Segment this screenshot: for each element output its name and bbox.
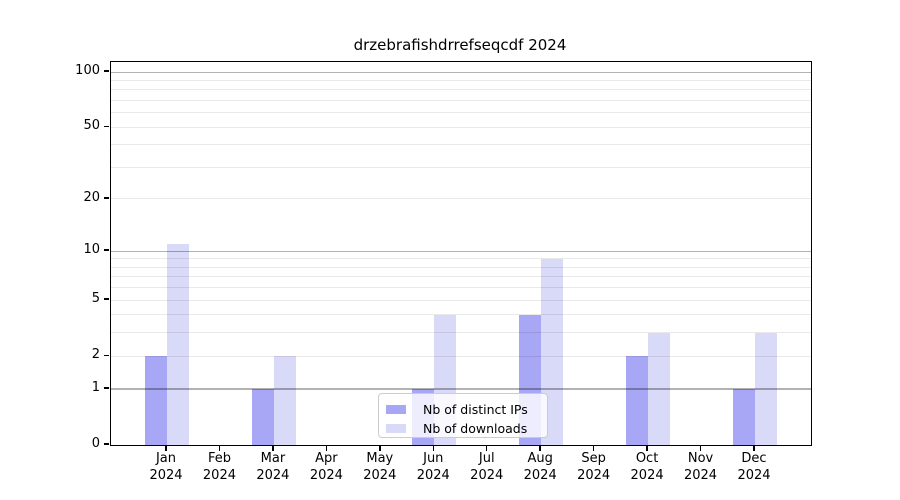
x-tick-label-oct: Oct 2024 xyxy=(630,451,664,483)
x-tick-label-dec: Dec 2024 xyxy=(737,451,771,483)
y-tick-label-1: 1 xyxy=(91,379,100,395)
x-tick-mark-nov xyxy=(699,445,702,451)
y-tick-mark-0 xyxy=(104,443,109,445)
bar-nb-of-downloads-oct xyxy=(648,332,671,445)
gridline-minor-60 xyxy=(111,112,811,114)
x-tick-mark-apr xyxy=(325,445,328,451)
x-tick-label-sep: Sep 2024 xyxy=(577,451,611,483)
gridline-minor-50 xyxy=(111,126,811,128)
bar-nb-of-downloads-jan xyxy=(167,244,189,445)
y-tick-label-10: 10 xyxy=(83,242,100,258)
y-tick-label-5: 5 xyxy=(91,291,100,307)
gridline-minor-40 xyxy=(111,144,811,146)
legend-swatch-distinct-ips xyxy=(386,404,406,415)
x-tick-label-jan: Jan 2024 xyxy=(149,451,183,483)
x-tick-label-mar: Mar 2024 xyxy=(256,451,290,483)
bar-nb-of-distinct-ips-mar xyxy=(251,388,274,445)
y-tick-label-20: 20 xyxy=(83,189,100,205)
gridline-minor-20 xyxy=(111,198,811,200)
x-tick-mark-jul xyxy=(486,445,488,451)
gridline-minor-70 xyxy=(111,99,811,101)
gridline-minor-2 xyxy=(111,355,811,357)
x-tick-label-feb: Feb 2024 xyxy=(202,451,236,483)
plot-area: Nb of distinct IPs Nb of downloads xyxy=(110,61,812,446)
gridline-minor-3 xyxy=(111,332,811,334)
x-tick-mark-jun xyxy=(432,445,434,451)
x-tick-mark-mar xyxy=(272,445,274,451)
chart-title: drzebrafishdrrefseqcdf 2024 xyxy=(353,36,567,54)
gridline-minor-6 xyxy=(111,287,811,289)
legend-swatch-downloads xyxy=(386,423,406,434)
x-tick-mark-dec xyxy=(753,445,755,451)
x-tick-label-jul: Jul 2024 xyxy=(470,451,504,483)
x-tick-mark-oct xyxy=(646,445,648,451)
legend-label-distinct-ips: Nb of distinct IPs xyxy=(423,402,528,417)
x-tick-label-may: May 2024 xyxy=(363,451,397,483)
bar-nb-of-downloads-dec xyxy=(755,332,777,445)
gridline-minor-7 xyxy=(111,276,811,278)
y-tick-mark-10 xyxy=(104,249,109,251)
y-tick-mark-2 xyxy=(104,354,109,356)
gridline-minor-5 xyxy=(111,299,811,301)
x-tick-label-nov: Nov 2024 xyxy=(683,451,718,483)
gridline-minor-90 xyxy=(111,79,811,81)
y-tick-label-100: 100 xyxy=(75,63,100,78)
legend-label-downloads: Nb of downloads xyxy=(423,421,528,436)
x-tick-mark-feb xyxy=(218,445,221,451)
y-tick-mark-5 xyxy=(104,298,109,300)
y-tick-label-2: 2 xyxy=(91,347,100,363)
y-tick-mark-1 xyxy=(104,387,109,389)
gridline-minor-8 xyxy=(111,266,811,268)
y-tick-mark-100 xyxy=(104,70,109,72)
y-tick-label-50: 50 xyxy=(83,118,100,134)
gridline-minor-9 xyxy=(111,258,811,260)
gridline-major-10 xyxy=(111,250,811,253)
x-tick-label-aug: Aug 2024 xyxy=(523,451,557,483)
gridline-minor-4 xyxy=(111,314,811,316)
y-tick-label-0: 0 xyxy=(91,436,100,451)
legend-entry-downloads: Nb of downloads xyxy=(386,419,547,438)
x-tick-mark-may xyxy=(379,445,381,451)
gridline-major-100 xyxy=(111,71,811,73)
bar-nb-of-distinct-ips-jan xyxy=(145,356,167,445)
legend: Nb of distinct IPs Nb of downloads xyxy=(378,393,548,438)
x-tick-label-apr: Apr 2024 xyxy=(309,451,343,483)
gridline-major-1 xyxy=(111,388,811,390)
x-tick-label-jun: Jun 2024 xyxy=(416,451,450,483)
x-tick-mark-jan xyxy=(165,445,167,451)
bar-nb-of-distinct-ips-oct xyxy=(626,356,649,445)
y-tick-mark-20 xyxy=(104,197,109,199)
gridline-minor-80 xyxy=(111,89,811,91)
y-tick-mark-50 xyxy=(104,125,109,127)
legend-entry-distinct-ips: Nb of distinct IPs xyxy=(386,400,547,419)
gridline-minor-30 xyxy=(111,166,811,168)
bar-nb-of-downloads-mar xyxy=(273,356,296,445)
x-tick-mark-aug xyxy=(539,445,541,451)
bar-nb-of-distinct-ips-dec xyxy=(733,388,755,445)
x-tick-mark-sep xyxy=(592,445,595,451)
